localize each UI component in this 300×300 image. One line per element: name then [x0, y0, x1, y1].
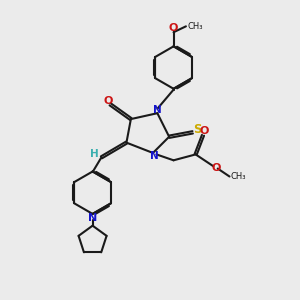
- Text: O: O: [103, 96, 112, 106]
- Text: N: N: [153, 105, 162, 115]
- Text: S: S: [193, 123, 201, 136]
- Text: O: O: [212, 163, 221, 173]
- Text: CH₃: CH₃: [188, 22, 203, 31]
- Text: N: N: [88, 213, 97, 223]
- Text: CH₃: CH₃: [231, 172, 247, 181]
- Text: O: O: [169, 23, 178, 33]
- Text: O: O: [200, 126, 209, 136]
- Text: N: N: [150, 151, 159, 161]
- Text: H: H: [90, 149, 98, 159]
